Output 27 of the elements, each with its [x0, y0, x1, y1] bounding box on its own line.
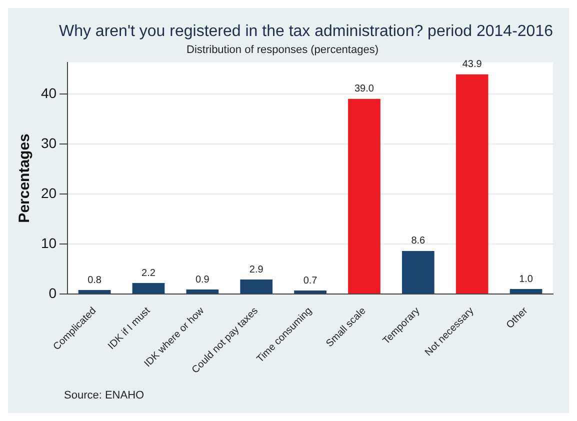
chart-subtitle: Distribution of responses (percentages)	[186, 44, 378, 56]
y-tick-label: 10	[40, 234, 57, 251]
bar	[240, 280, 273, 294]
bar	[456, 74, 488, 294]
data-label: 2.2	[142, 268, 156, 279]
data-label: 2.9	[249, 264, 264, 276]
bar	[294, 290, 326, 294]
chart-title: Why aren't you registered in the tax administration? period 2014-2016	[58, 23, 554, 40]
data-label: 0.8	[88, 274, 102, 286]
data-label: 0.7	[303, 275, 318, 286]
data-label: 39.0	[354, 84, 374, 95]
y-tick-label: 30	[40, 134, 57, 151]
bar	[402, 250, 434, 294]
bar	[132, 283, 165, 294]
source-note: Source: ENAHO	[64, 390, 145, 402]
data-label: 43.9	[462, 59, 482, 70]
y-tick-label: 20	[40, 184, 57, 201]
data-label: 8.6	[411, 236, 426, 247]
y-axis-title: Percentages	[16, 134, 34, 223]
data-label: 1.0	[519, 274, 534, 285]
bar	[186, 290, 219, 294]
bar	[78, 290, 111, 294]
bar	[510, 289, 542, 294]
y-tick-label: 0	[48, 284, 57, 301]
y-tick-label: 40	[40, 84, 57, 101]
bar	[348, 98, 380, 294]
data-label: 0.9	[195, 274, 210, 286]
